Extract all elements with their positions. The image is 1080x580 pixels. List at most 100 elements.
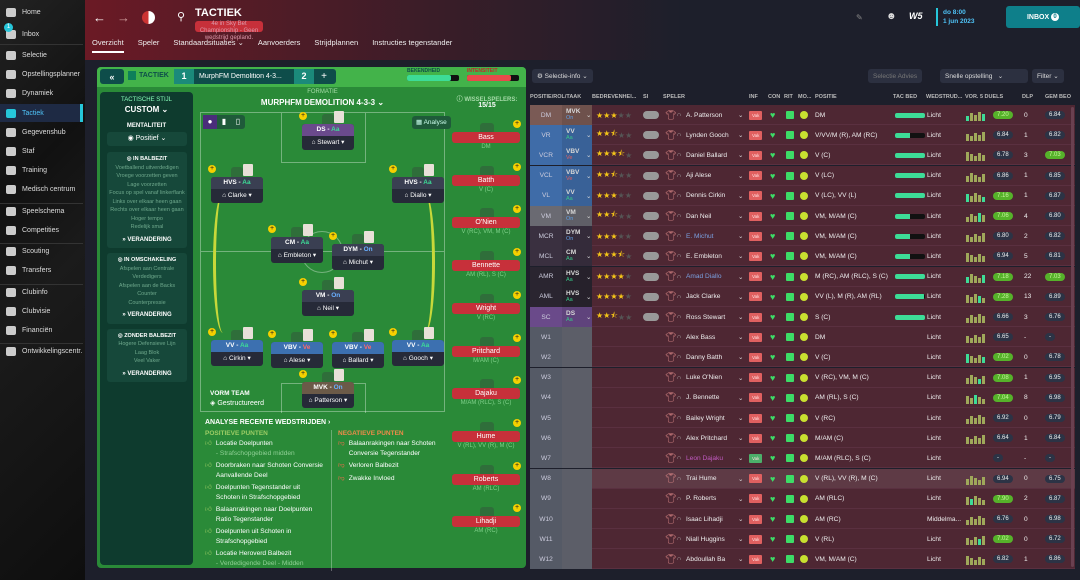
selection-advice-button[interactable]: Selectie Advies — [868, 69, 923, 83]
sub-player-card[interactable]: Bass — [452, 132, 520, 143]
position-slot[interactable]: W9 — [530, 488, 562, 509]
table-row[interactable]: W11 👕︎ ∩ Niall Huggins ⌄ Vak ♥ V (RL) Licht 7.02 0… — [530, 529, 1075, 550]
player-name[interactable]: ⌂ Patterson ▾ — [308, 397, 348, 404]
player-name[interactable]: Abdoullah Ba — [686, 555, 726, 563]
role-dropdown[interactable]: VBV Ve — [562, 165, 592, 186]
sidebar-item-selectie[interactable]: Selectie — [0, 46, 83, 64]
table-row[interactable]: W5 👕︎ ∩ Bailey Wright ⌄ Vak ♥ V (RC) Licht 6.92 0 6… — [530, 408, 1075, 428]
si-icon[interactable] — [643, 246, 659, 266]
role-dropdown[interactable]: MVK On — [562, 105, 592, 125]
chevron-down-icon[interactable]: ⌄ — [586, 172, 592, 180]
chevron-down-icon[interactable]: ⌄ — [738, 455, 744, 463]
si-icon[interactable] — [643, 287, 659, 307]
si-icon[interactable] — [643, 226, 659, 246]
player-name[interactable]: Danny Batth — [686, 353, 723, 361]
player-name[interactable]: ⌂ Ballard ▾ — [342, 357, 374, 364]
sidebar-item-home[interactable]: Home — [0, 3, 83, 21]
role-dropdown[interactable]: HVS Aa — [562, 266, 592, 287]
instructions-icon[interactable]: + — [389, 328, 397, 336]
chevron-down-icon[interactable]: ⌄ — [738, 293, 744, 301]
position-slot[interactable]: DM — [530, 105, 562, 125]
chevron-down-icon[interactable]: ⌄ — [738, 172, 744, 180]
sub-player-card[interactable]: Pritchard — [452, 345, 520, 357]
role-dropdown[interactable]: VV Aa — [562, 185, 592, 206]
position-slot[interactable]: VCR — [530, 145, 562, 166]
player-name[interactable]: Dennis Cirkin — [686, 192, 726, 200]
column-header[interactable]: SI — [643, 94, 649, 100]
chevron-down-icon[interactable]: ⌄ — [738, 314, 744, 321]
sub-player-card[interactable]: Roberts — [452, 473, 520, 485]
table-row[interactable]: W1 👕︎ ∩ Alex Bass ⌄ Vak ♥ DM Licht 6.65 - - — [530, 327, 1075, 348]
column-header[interactable]: POSITIE/ROL/TAAK — [530, 94, 582, 100]
sidebar-item-staf[interactable]: Staf — [0, 142, 83, 160]
player-name[interactable]: ⌂ Diallo ▾ — [404, 192, 432, 199]
column-header[interactable]: RIT — [784, 94, 793, 100]
si-icon[interactable] — [643, 166, 659, 186]
mentality-dropdown[interactable]: ◉ Positief ⌄ — [107, 132, 187, 146]
position-slot[interactable]: W3 — [530, 367, 562, 388]
chevron-down-icon[interactable]: ⌄ — [738, 112, 744, 119]
chevron-down-icon[interactable]: ⌄ — [586, 314, 592, 321]
position-slot[interactable]: W4 — [530, 387, 562, 408]
instructions-icon[interactable]: + — [268, 330, 276, 338]
player-name[interactable]: Aji Alese — [686, 172, 712, 180]
si-icon[interactable] — [643, 206, 659, 226]
role-duty[interactable]: HVS - Aa — [392, 177, 444, 189]
table-row[interactable]: DM MVK On ⌄ ★★★ ★ ★ 👕︎ ∩ A. Patterson ⌄ Vak ♥ DM Licht… — [530, 105, 1075, 125]
si-icon[interactable] — [643, 125, 659, 145]
pitch-player-card[interactable]: VBV - Ve ⌂ Ballard ▾ — [332, 342, 384, 368]
chevron-down-icon[interactable]: ⌄ — [738, 213, 744, 220]
chevron-down-icon[interactable]: ⌄ — [738, 273, 744, 281]
add-tactic-button[interactable]: + — [321, 71, 327, 82]
quick-pick-dropdown[interactable]: Snelle opstelling ⌄ — [940, 69, 1028, 83]
chevron-down-icon[interactable]: ⌄ — [738, 152, 744, 160]
column-header[interactable]: MO... — [798, 94, 812, 100]
position-slot[interactable]: VM — [530, 206, 562, 226]
role-duty[interactable]: VM - On — [302, 290, 354, 302]
table-row[interactable]: MCR DYM On ⌄ ★★★ ★ ★ 👕︎ ∩ E. Michut ⌄ Vak ♥ VM, M/AM … — [530, 226, 1075, 247]
sidebar-item-clubinfo[interactable]: Clubinfo — [0, 283, 83, 301]
table-row[interactable]: W6 👕︎ ∩ Alex Pritchard ⌄ Vak ♥ M/AM (C) Licht 6.6… — [530, 428, 1075, 449]
role-dropdown[interactable]: CM Aa — [562, 246, 592, 267]
player-name[interactable]: Leon Dajaku — [686, 454, 724, 462]
role-duty[interactable]: MVK - On — [302, 382, 354, 394]
role-duty[interactable]: VV - Aa — [211, 340, 263, 352]
role-dropdown[interactable]: VBV Ve — [562, 145, 592, 166]
position-slot[interactable]: W11 — [530, 529, 562, 550]
tab-instructies-tegenstander[interactable]: Instructies tegenstander — [372, 38, 453, 47]
position-slot[interactable]: W2 — [530, 347, 562, 368]
column-header[interactable]: INF — [749, 94, 758, 100]
position-slot[interactable]: W6 — [530, 428, 562, 449]
sub-player-card[interactable]: Batth — [452, 174, 520, 186]
column-header[interactable]: BEDREVENHEI... — [592, 94, 637, 100]
player-name[interactable]: Niall Huggins — [686, 535, 725, 543]
player-name[interactable]: ⌂ Michut ▾ — [343, 259, 373, 266]
table-row[interactable]: W8 👕︎ ∩ Trai Hume ⌄ Vak ♥ V (RL), VV (R), M (C)… — [530, 468, 1075, 489]
position-slot[interactable]: MCR — [530, 226, 562, 247]
player-name[interactable]: Luke O'Nien — [686, 374, 723, 382]
player-name[interactable]: Amad Diallo — [686, 273, 722, 281]
column-header[interactable]: SPELER — [663, 94, 686, 100]
instructions-icon[interactable]: + — [299, 112, 307, 120]
position-slot[interactable]: AMR — [530, 266, 562, 287]
position-slot[interactable]: VL — [530, 185, 562, 206]
player-name[interactable]: ⌂ Stewart ▾ — [311, 139, 345, 146]
chevron-down-icon[interactable]: ⌄ — [586, 213, 592, 220]
club-badge-icon[interactable] — [142, 11, 155, 24]
instructions-icon[interactable]: + — [513, 162, 521, 171]
instructions-icon[interactable]: + — [513, 248, 521, 257]
chevron-down-icon[interactable]: ⌄ — [738, 374, 744, 382]
filter-dropdown[interactable]: Filter ⌄ — [1032, 69, 1064, 83]
role-dropdown[interactable]: HVS Aa — [562, 286, 592, 307]
change-in-possession-button[interactable]: » VERANDERING — [122, 236, 172, 243]
chevron-down-icon[interactable]: ⌄ — [738, 233, 744, 241]
chevron-down-icon[interactable]: ⌄ — [738, 132, 744, 140]
position-slot[interactable]: AML — [530, 286, 562, 307]
position-slot[interactable]: W7 — [530, 448, 562, 469]
player-view-icon[interactable]: ● — [203, 115, 217, 129]
instructions-icon[interactable]: + — [299, 370, 307, 378]
role-dropdown[interactable]: DS Aa — [562, 307, 592, 327]
chevron-down-icon[interactable]: ⌄ — [738, 475, 744, 483]
sidebar-item-tactiek[interactable]: Tactiek — [0, 104, 83, 122]
instructions-icon[interactable]: + — [329, 232, 337, 240]
